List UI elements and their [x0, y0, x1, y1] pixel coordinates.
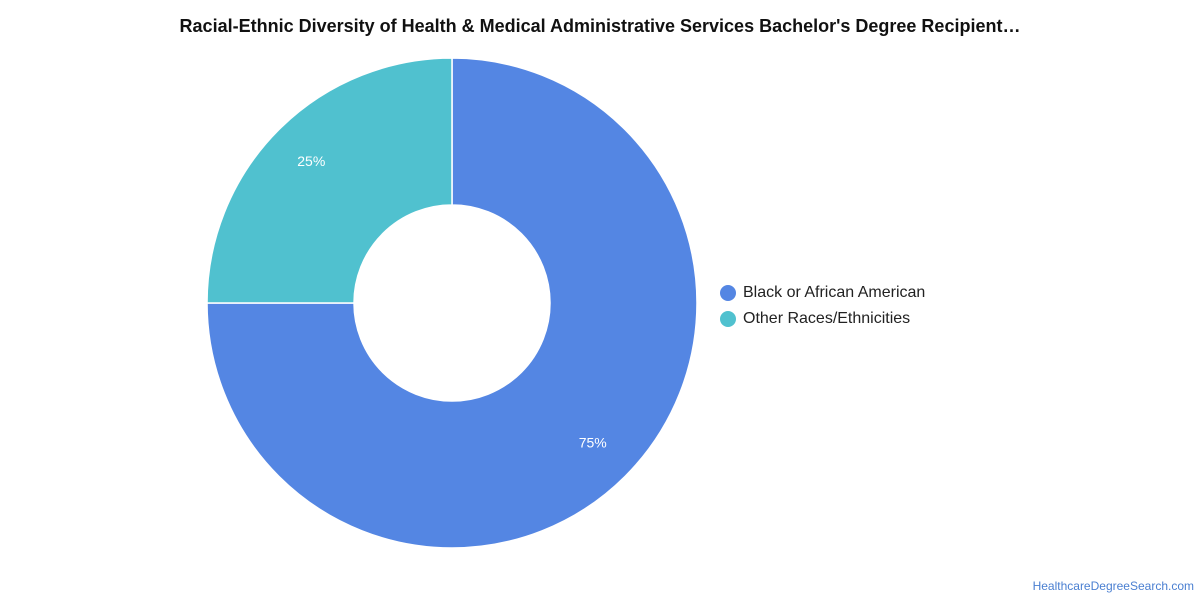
legend-swatch-other [720, 311, 736, 327]
legend: Black or African American Other Races/Et… [720, 280, 925, 332]
donut-slice-0[interactable] [206, 57, 698, 549]
donut-slice-1[interactable] [206, 57, 453, 304]
legend-label-other: Other Races/Ethnicities [743, 310, 911, 327]
slice-value-label-0: 75% [579, 434, 607, 450]
legend-swatch-black [720, 285, 736, 301]
slice-value-label-1: 25% [297, 153, 325, 169]
legend-item-other[interactable]: Other Races/Ethnicities [720, 306, 925, 332]
legend-item-black[interactable]: Black or African American [720, 280, 925, 306]
source-link[interactable]: HealthcareDegreeSearch.com [1032, 579, 1194, 593]
chart-title: Racial-Ethnic Diversity of Health & Medi… [179, 16, 1021, 36]
legend-label-black: Black or African American [743, 284, 926, 301]
